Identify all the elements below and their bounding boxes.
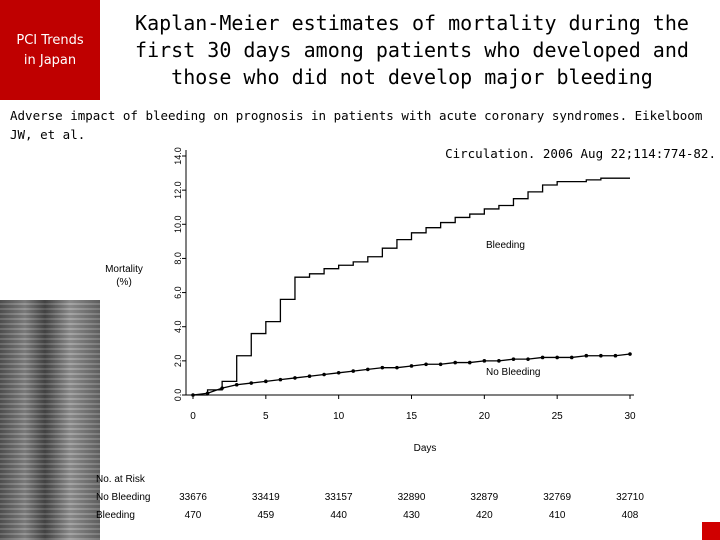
risk-table-value: 32710 [616,492,644,503]
risk-table-values: 33676 33419 33157 32890 32879 32769 32710 470 45… [179,492,644,521]
x-tick-label: 20 [479,411,491,422]
pci-trends-logo: PCI Trends in Japan [0,0,100,100]
series-point-no-bleeding [409,364,414,368]
x-tick-label: 15 [406,411,418,422]
series-point-no-bleeding [366,367,370,372]
x-tick-label: 10 [333,411,345,422]
y-axis-label-line-1: Mortality [105,264,143,275]
series-point-no-bleeding [526,357,530,361]
series-point-no-bleeding [264,379,268,384]
citation-line-1: Adverse impact of bleeding on prognosis … [10,108,703,142]
x-tick-label: 25 [552,411,564,422]
risk-table-value: 470 [185,510,202,521]
red-corner-accent [702,522,720,540]
risk-table-header: No. at Risk [96,474,146,485]
series-point-no-bleeding [322,372,326,377]
risk-table-value: 430 [403,510,420,521]
x-tick-label: 0 [190,411,196,422]
chart-axes: 0 5 10 15 20 25 30 0.0 2.0 4.0 6.0 8.0 10.0 12.0 14.0 [173,147,636,422]
citation: Adverse impact of bleeding on prognosis … [10,106,716,163]
series-point-no-bleeding [220,386,224,390]
series-point-no-bleeding [555,355,559,360]
series-point-no-bleeding [438,362,443,367]
series-point-no-bleeding [613,353,618,358]
risk-table-value: 33157 [325,492,353,503]
y-tick-label: 0.0 [173,389,183,402]
series-point-no-bleeding [453,360,458,365]
y-tick-label: 10.0 [173,216,183,234]
series-point-no-bleeding [380,365,385,370]
series-point-no-bleeding [511,357,516,361]
y-tick-label: 14.0 [173,147,183,165]
chart-series [191,177,632,397]
risk-table-value: 33676 [179,492,207,503]
series-line-no-bleeding [192,353,631,396]
x-tick-label: 30 [624,411,636,422]
risk-row-label-no-bleeding: No Bleeding [96,492,150,503]
risk-table-value: 459 [257,510,274,521]
series-point-no-bleeding [599,353,603,358]
series-point-no-bleeding [336,371,341,375]
y-tick-label: 8.0 [173,252,183,265]
risk-table-value: 410 [549,510,566,521]
series-point-no-bleeding [569,355,574,360]
x-tick-label: 5 [263,411,269,422]
risk-table-value: 33419 [252,492,280,503]
series-point-no-bleeding [293,376,297,380]
risk-table-value: 408 [622,510,639,521]
risk-table-value: 440 [330,510,347,521]
slide-title: Kaplan-Meier estimates of mortality duri… [135,11,689,89]
y-tick-label: 6.0 [173,286,183,299]
series-point-no-bleeding [584,353,589,358]
logo-line-2: in Japan [23,53,77,68]
series-point-no-bleeding [351,369,356,373]
risk-table-value: 420 [476,510,493,521]
series-point-no-bleeding [205,391,210,396]
series-point-no-bleeding [234,382,239,387]
series-point-no-bleeding [482,359,487,363]
series-point-no-bleeding [395,365,399,370]
series-point-no-bleeding [278,377,283,382]
x-axis-label: Days [414,443,437,454]
series-point-no-bleeding [424,362,428,367]
y-tick-label: 2.0 [173,355,183,368]
legend-label-no-bleeding: No Bleeding [486,367,540,378]
risk-row-label-bleeding: Bleeding [96,510,135,521]
series-point-no-bleeding [467,360,472,365]
risk-table-value: 32879 [470,492,498,503]
logo-line-1: PCI Trends [16,33,84,48]
series-line-bleeding [193,177,630,396]
y-tick-label: 4.0 [173,320,183,333]
series-point-no-bleeding [540,355,545,360]
series-point-no-bleeding [249,381,254,385]
series-point-no-bleeding [307,374,312,379]
citation-line-2: Circulation. 2006 Aug 22;114:774-82. [445,146,716,161]
y-axis-label-line-2: (%) [116,277,132,288]
risk-table-value: 32769 [543,492,571,503]
decorative-photo-strip [0,300,100,540]
risk-table-value: 32890 [398,492,426,503]
y-tick-label: 12.0 [173,181,183,199]
series-point-no-bleeding [191,393,195,397]
legend-label-bleeding: Bleeding [486,240,525,251]
series-point-no-bleeding [628,352,632,356]
series-point-no-bleeding [497,359,501,363]
